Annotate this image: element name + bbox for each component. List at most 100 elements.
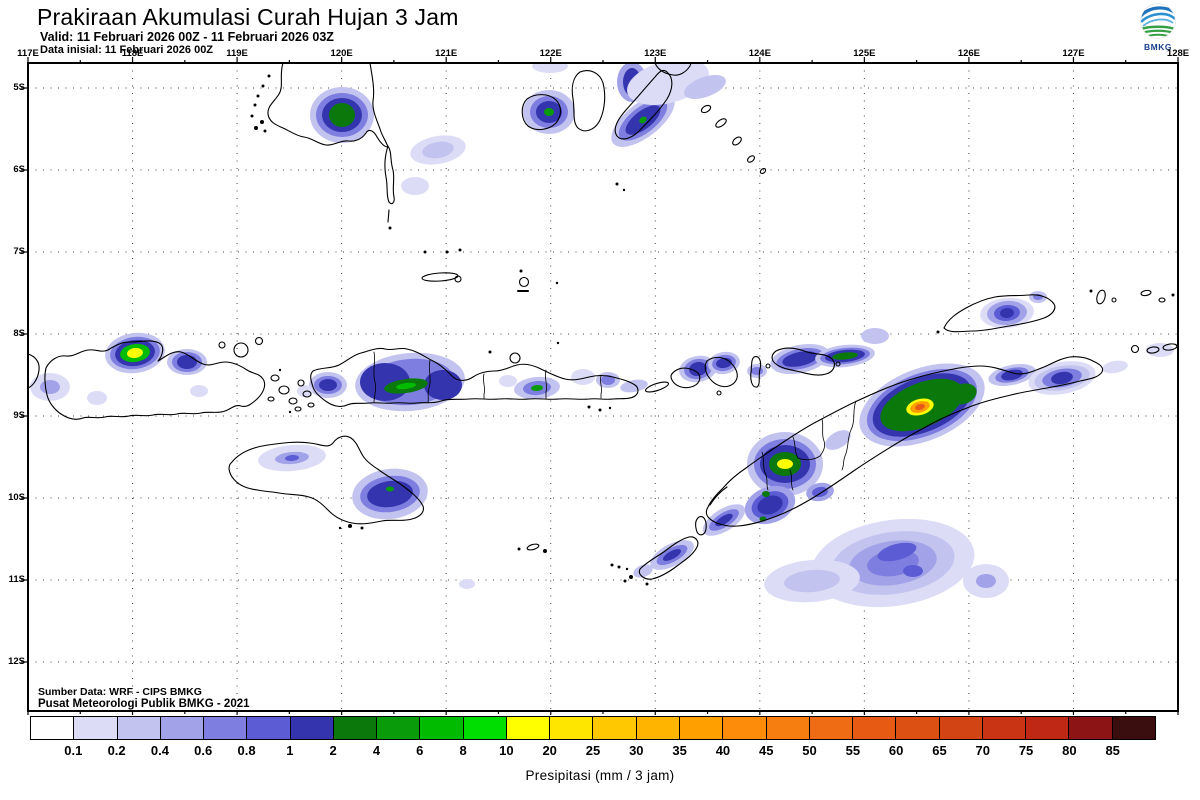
precip-contour [915,403,925,411]
colorbar-cell [939,717,983,739]
lat-label: 10S [8,492,25,503]
colorbar-cell [593,717,637,739]
precip-contour [812,486,828,498]
lon-label: 128E [1166,48,1190,59]
colorbar-label: 45 [758,743,774,758]
precip-contour [832,352,858,360]
precip-contour [87,391,107,405]
colorbar-cell [1026,717,1070,739]
precip-contour [777,459,793,469]
lat-label: 8S [13,328,25,339]
precip-contour [689,361,707,377]
precip-contour [757,495,783,515]
precip-contour [620,379,648,393]
colorbar-label: 70 [975,743,990,758]
data-source-text: Sumber Data: WRF - CIPS BMKG [38,686,202,698]
precip-contour [684,74,726,100]
precip-contour [531,384,543,392]
colorbar-label: 4 [372,743,381,758]
colorbar-cell [723,717,767,739]
colorbar-label: 25 [585,743,601,758]
precipitation-shading [30,63,1174,608]
lon-label: 119E [226,48,248,59]
colorbar-cell [377,717,421,739]
precip-contour [127,347,143,359]
colorbar-label: 8 [459,743,467,758]
colorbar-label: 35 [672,743,687,758]
lon-label: 121E [435,48,458,59]
colorbar-cell [636,717,680,739]
colorbar-label: 30 [629,743,644,758]
colorbar-label: 10 [499,743,514,758]
precip-contour [861,328,889,344]
lon-label: 127E [1062,48,1085,59]
precip-contour [424,370,462,400]
colorbar-label: 85 [1105,743,1120,758]
colorbar-label: 75 [1018,743,1034,758]
precip-contour [367,480,413,508]
precip-contour [285,454,299,462]
colorbar-cell [204,717,248,739]
precip-contour [459,579,475,589]
precip-contour [751,367,763,375]
precip-contour [825,430,851,450]
colorbar-label: 0.4 [150,743,169,758]
lat-label: 9S [13,410,25,421]
precip-contour [40,380,60,394]
precip-contour [499,375,517,387]
precip-contour [396,382,416,390]
lat-label: 12S [8,656,25,667]
lat-label: 5S [13,82,25,93]
precip-contour [903,565,923,577]
lon-label: 122E [539,48,562,59]
precip-contour [1102,360,1128,374]
colorbar-cell [809,717,854,739]
precip-contour [639,116,647,124]
precip-contour [190,385,208,397]
precip-contour [662,549,682,561]
colorbar-label: 40 [715,743,731,758]
colorbar-label: 6 [416,743,424,758]
colorbar-cell [1069,717,1113,739]
lon-label: 120E [330,48,353,59]
precip-contour [401,177,429,195]
precip-contour [544,108,554,116]
colorbar-cell [333,717,378,739]
lon-label: 117E [17,48,39,59]
colorbar-label: 0.6 [194,743,213,758]
colorbar-label: 2 [329,743,337,758]
colorbar-label: 65 [932,743,947,758]
colorbar-cell [679,717,724,739]
lon-label: 125E [853,48,876,59]
lat-label: 11S [8,574,25,585]
precip-contour [532,63,568,73]
precip-contour [762,491,770,497]
precip-contour [1000,307,1014,319]
colorbar-caption: Presipitasi (mm / 3 jam) [525,768,675,783]
precip-contour [633,564,653,578]
colorbar-cell [247,717,291,739]
colorbar-cell [1112,717,1155,739]
colorbar-cell [31,717,75,739]
map-frame [27,62,1179,712]
valid-time-text: Valid: 11 Februari 2026 00Z - 11 Februar… [40,30,334,44]
init-time-text: Data inisial: 11 Februari 2026 00Z [40,44,214,56]
colorbar-label: 0.8 [237,743,256,758]
lon-label: 118E [121,48,144,59]
lat-label: 6S [13,164,25,175]
colorbar-label: 80 [1062,743,1077,758]
colorbar-label: 55 [845,743,861,758]
lon-label: 126E [957,48,980,59]
colorbar-cell [550,717,594,739]
colorbar-cell [982,717,1027,739]
colorbar-cell [160,717,205,739]
precip-contour [177,355,197,369]
issuer-text: Pusat Meteorologi Publik BMKG - 2021 [38,698,250,710]
bmkg-logo-label: BMKG [1144,42,1172,52]
precip-contour [422,141,454,159]
bmkg-logo: BMKG [1136,2,1180,56]
colorbar-label: 0.1 [64,743,83,758]
precip-contour [976,574,996,588]
